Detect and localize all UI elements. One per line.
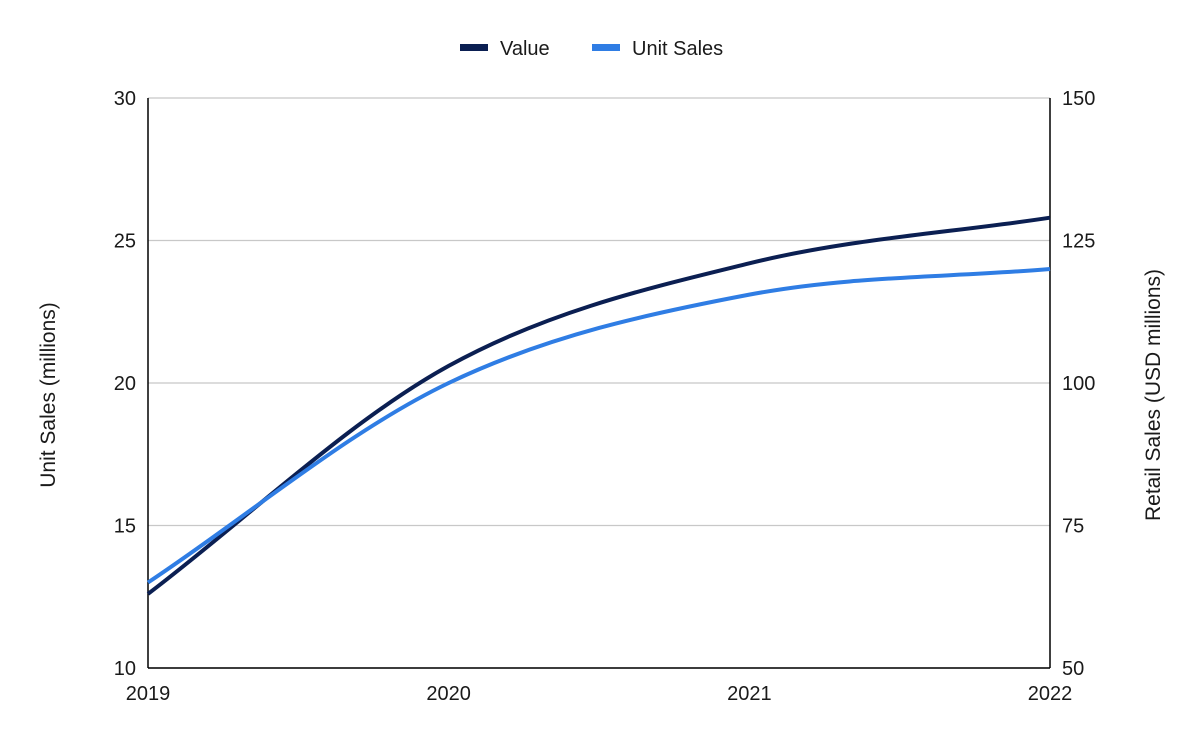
right-tick-label: 150 [1062, 88, 1095, 110]
x-tick-label: 2021 [727, 683, 772, 705]
legend-label-value: Value [500, 38, 550, 60]
series-line-value [146, 215, 1051, 596]
legend-swatch-unit-sales [592, 44, 620, 51]
left-tick-label: 20 [114, 373, 136, 395]
left-tick-label: 10 [114, 658, 136, 680]
left-tick-label: 15 [114, 516, 136, 538]
x-tick-label: 2020 [426, 683, 471, 705]
legend-label-unit-sales: Unit Sales [632, 38, 723, 60]
right-axis-tick-labels: 50 75 100 125 150 [1062, 88, 1095, 680]
right-axis-title: Retail Sales (USD millions) [1142, 269, 1165, 521]
x-tick-label: 2022 [1028, 683, 1073, 705]
x-tick-label: 2019 [126, 683, 171, 705]
right-tick-label: 100 [1062, 373, 1095, 395]
right-tick-label: 75 [1062, 516, 1084, 538]
legend: Value Unit Sales [460, 38, 723, 60]
gridlines [148, 97, 1050, 669]
series-line-unit-sales [146, 267, 1051, 585]
left-tick-label: 30 [114, 88, 136, 110]
right-tick-label: 125 [1062, 231, 1095, 253]
left-axis-title: Unit Sales (millions) [37, 302, 60, 488]
series-lines [146, 215, 1051, 596]
left-axis-tick-labels: 10 15 20 25 30 [114, 88, 136, 680]
legend-swatch-value [460, 44, 488, 51]
axes [147, 98, 1051, 669]
x-axis-tick-labels: 2019 2020 2021 2022 [126, 683, 1073, 705]
right-tick-label: 50 [1062, 658, 1084, 680]
left-tick-label: 25 [114, 231, 136, 253]
